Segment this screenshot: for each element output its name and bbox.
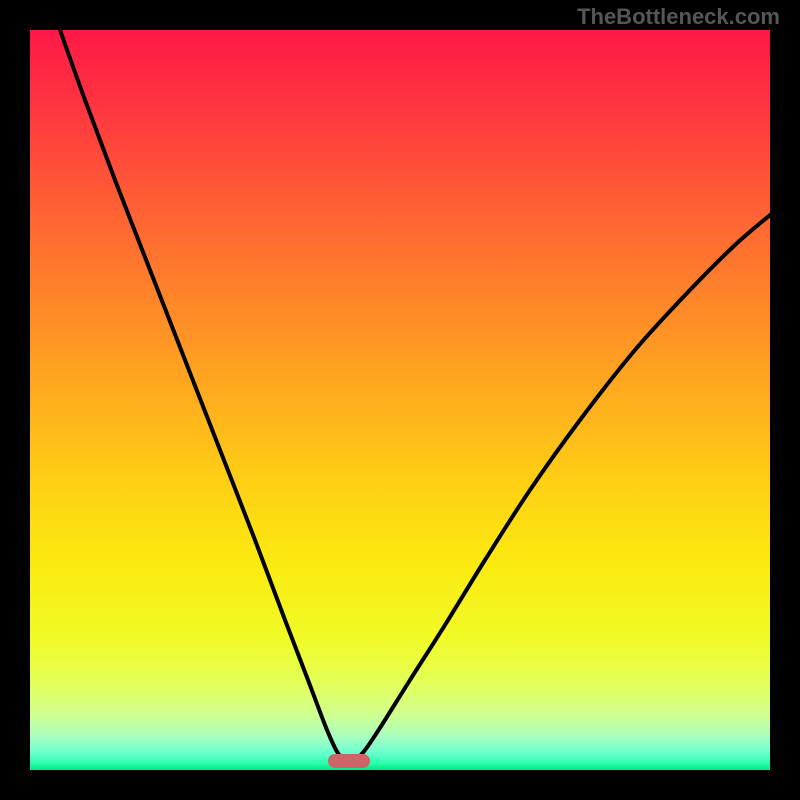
optimal-marker (328, 754, 370, 768)
chart-frame: TheBottleneck.com (0, 0, 800, 800)
bottleneck-curve-chart (30, 30, 770, 770)
watermark-label: TheBottleneck.com (577, 4, 780, 30)
gradient-background (30, 30, 770, 770)
